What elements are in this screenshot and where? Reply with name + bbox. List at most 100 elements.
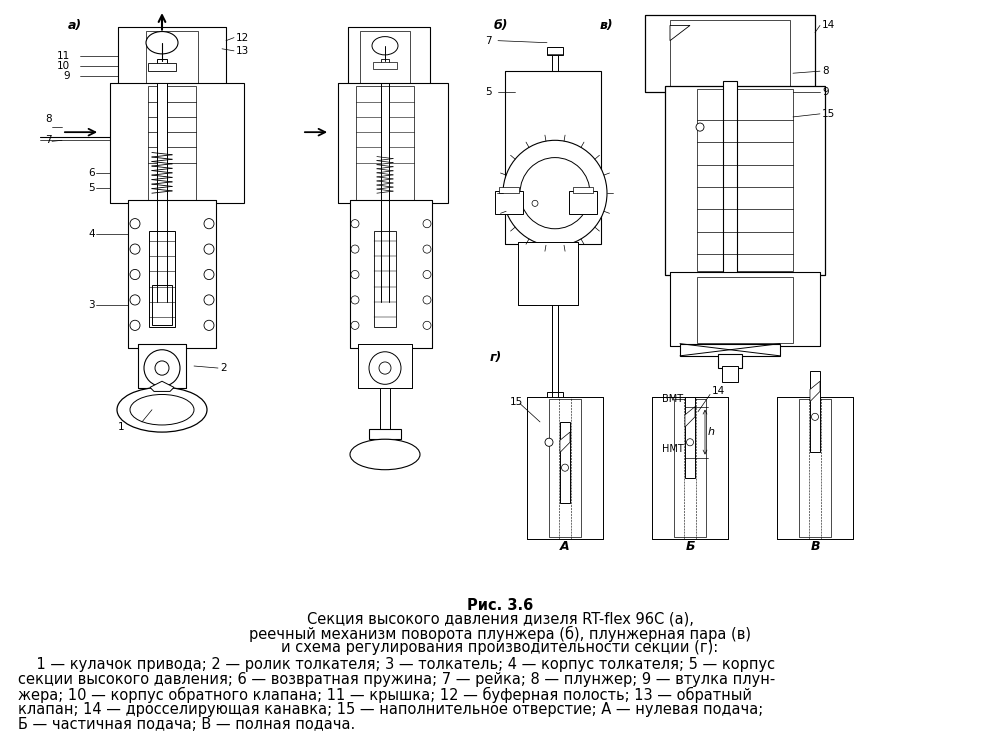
Bar [670,272,700,345]
Bar [157,83,167,302]
Text: 1 — кулачок привода; 2 — ролик толкателя; 3 — толкатель; 4 — корпус толкателя; 5: 1 — кулачок привода; 2 — ролик толкателя… [18,657,775,672]
Bar [148,86,196,200]
Circle shape [423,321,431,330]
Text: В: В [810,541,820,553]
Ellipse shape [372,36,398,55]
Bar [831,396,853,539]
Bar [369,429,401,439]
Circle shape [204,269,214,280]
Bar [348,27,368,86]
Bar [697,277,793,342]
Circle shape [204,218,214,229]
Text: 12: 12 [236,33,249,42]
Bar [670,20,790,86]
Text: г): г) [490,352,502,364]
Bar [338,83,364,203]
Bar [194,200,216,348]
Bar [568,71,596,244]
Bar [152,285,172,325]
Text: 5: 5 [88,183,95,193]
Bar [777,396,853,539]
Circle shape [351,271,359,278]
Bar [723,82,737,305]
Circle shape [379,362,391,374]
Polygon shape [670,26,690,41]
Text: секции высокого давления; 6 — возвратная пружина; 7 — рейка; 8 — плунжер; 9 — вт: секции высокого давления; 6 — возвратная… [18,672,775,687]
Text: жера; 10 — корпус обратного клапана; 11 — крышка; 12 — буферная полость; 13 — об: жера; 10 — корпус обратного клапана; 11 … [18,687,752,703]
Circle shape [130,321,140,330]
Bar [348,27,430,86]
Circle shape [204,295,214,305]
Circle shape [144,350,180,386]
Bar [793,86,825,274]
Circle shape [369,352,401,384]
Circle shape [423,296,431,304]
Text: 3: 3 [88,300,95,310]
Text: ВМТ: ВМТ [662,394,683,404]
Circle shape [351,219,359,228]
Text: б): б) [494,19,509,32]
Bar [110,83,244,203]
Bar [495,191,523,213]
Text: 14: 14 [822,20,835,30]
Text: 14: 14 [712,386,725,396]
Circle shape [503,141,607,246]
Circle shape [686,438,694,446]
Bar [573,187,593,194]
Text: 15: 15 [822,109,835,119]
Bar [380,389,390,432]
Polygon shape [810,381,820,401]
Bar [356,86,414,200]
Bar [665,86,825,274]
Text: 10: 10 [57,61,70,71]
Bar [722,366,738,383]
Bar [338,83,448,203]
Bar [527,396,603,539]
Bar [552,51,558,396]
Ellipse shape [130,395,194,425]
Bar [128,200,150,348]
Circle shape [130,269,140,280]
Bar [549,398,581,537]
Bar [505,71,533,244]
Bar [374,231,396,327]
Text: а): а) [68,19,82,32]
Bar [418,83,444,203]
Text: 9: 9 [63,71,70,81]
Circle shape [155,361,169,375]
Text: Б: Б [685,541,695,553]
Bar [652,396,674,539]
Bar [810,371,820,452]
Bar [360,30,410,83]
Bar [148,63,176,71]
Text: 7: 7 [45,135,52,145]
Bar [410,27,430,86]
Text: 1: 1 [118,422,125,432]
Bar [652,396,728,539]
Circle shape [812,414,818,420]
Bar [198,27,226,86]
Text: 7: 7 [485,36,492,45]
Bar [149,231,175,327]
Text: h: h [708,427,715,437]
Bar [581,396,603,539]
Bar [518,242,578,305]
Bar [138,344,186,389]
Bar [138,344,186,389]
Circle shape [532,200,538,206]
Circle shape [351,245,359,253]
Bar [373,62,397,69]
Bar [645,15,815,91]
Text: 15: 15 [510,397,523,407]
Bar [547,47,563,55]
Bar [560,422,570,503]
Ellipse shape [117,387,207,432]
Circle shape [423,271,431,278]
Text: 6: 6 [88,168,95,178]
Text: 2: 2 [220,363,227,373]
Bar [547,392,563,401]
Text: Б — частичная подача; В — полная подача.: Б — частичная подача; В — полная подача. [18,717,355,732]
Circle shape [696,123,704,131]
Bar [146,30,198,83]
Bar [674,398,706,537]
